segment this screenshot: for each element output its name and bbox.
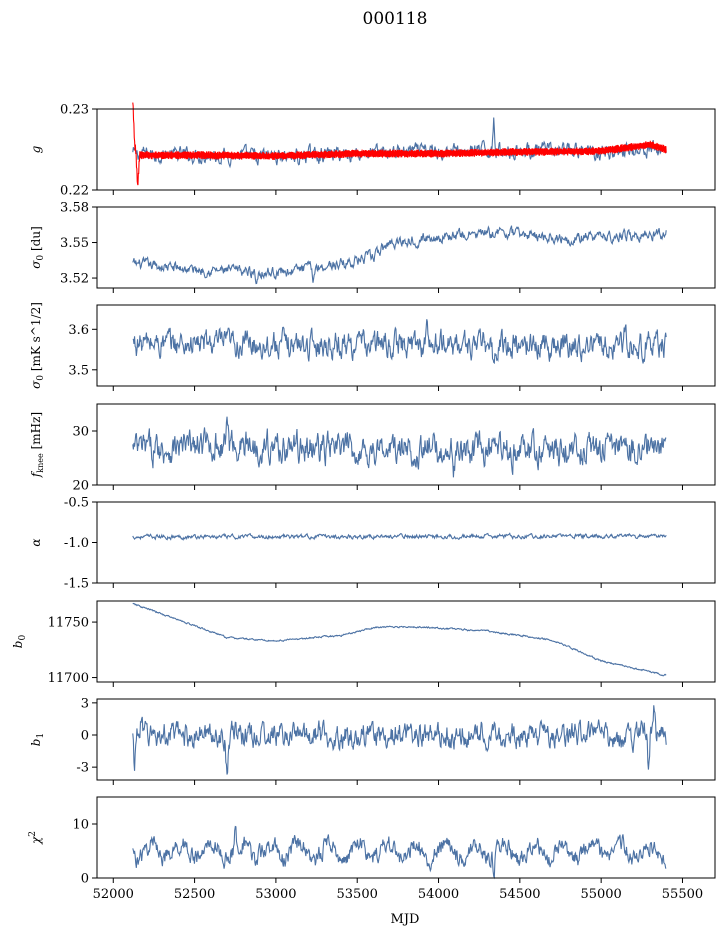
- x-tick-label: 54000: [418, 887, 459, 902]
- x-tick-label: 52500: [174, 887, 215, 902]
- y-tick-label: 11700: [48, 671, 89, 686]
- x-axis-label: MJD: [391, 912, 420, 927]
- chart-panel-8: 0 10 52000 52500 53000 53500 54000 54500 55000 55…: [28, 796, 716, 902]
- x-tick-label: 53000: [255, 887, 296, 902]
- x-tick-label: 55500: [662, 887, 703, 902]
- axes-frame: [96, 108, 716, 191]
- series-line: [132, 319, 667, 365]
- chart-panel-1: 0.22 0.23 g: [29, 102, 716, 199]
- axes-frame: [96, 206, 716, 289]
- y-axis-label: α: [29, 538, 43, 546]
- x-tick-label: 53500: [337, 887, 378, 902]
- y-tick-label: 3.58: [60, 201, 89, 216]
- chart-panel-7: -3 0 3 b1: [29, 696, 716, 785]
- axes-frame: [96, 304, 716, 387]
- y-tick-label: 3.6: [68, 323, 89, 338]
- y-tick-label: 20: [72, 479, 89, 494]
- axes-frame: [96, 600, 716, 683]
- chart-panel-2: 3.52 3.55 3.58 σ0 [du]: [29, 201, 716, 293]
- y-axis-label: g: [29, 145, 43, 153]
- y-tick-label: -3: [76, 761, 89, 776]
- axes-frame: [96, 796, 716, 879]
- axes-frame: [96, 698, 716, 781]
- series-line: [132, 705, 667, 775]
- y-axis-label: σ0 [du]: [29, 226, 46, 269]
- axes-frame: [96, 403, 716, 486]
- x-tick-label: 55000: [580, 887, 621, 902]
- y-tick-label: 0: [81, 872, 89, 887]
- x-tick-label: 52000: [93, 887, 134, 902]
- y-axis-label: σ0 [mK s^1/2]: [29, 302, 46, 389]
- chart-panel-6: 11700 11750 b0: [11, 600, 716, 687]
- y-tick-label: 3.55: [60, 236, 89, 251]
- series-line: [132, 825, 667, 880]
- y-tick-label: 0: [81, 729, 89, 744]
- chart-panel-3: 3.5 3.6 σ0 [mK s^1/2]: [29, 302, 716, 391]
- y-tick-label: -1.0: [64, 536, 89, 551]
- y-tick-label: 0.23: [60, 103, 89, 118]
- axes-frame: [96, 501, 716, 584]
- series-line: [132, 602, 667, 677]
- y-axis-label: fknee [mHz]: [29, 412, 45, 478]
- y-axis-label: b1: [29, 733, 46, 746]
- series-line: [132, 532, 667, 541]
- panels: 0.22 0.23 g 3.52 3.55 3.58 σ0 [du] 3.5 3.6 σ0 [mK…: [11, 102, 716, 902]
- y-tick-label: 30: [72, 425, 89, 440]
- y-tick-label: 10: [72, 818, 89, 833]
- y-tick-label: 11750: [48, 616, 89, 631]
- series-line: [132, 225, 667, 285]
- y-tick-label: 3.5: [68, 363, 89, 378]
- y-tick-label: -0.5: [64, 496, 89, 511]
- y-tick-label: 3.52: [60, 272, 89, 287]
- chart-panel-5: -1.5 -1.0 -0.5 α: [29, 496, 716, 592]
- series-line: [132, 416, 667, 478]
- series-line-model: [132, 102, 667, 186]
- figure-title: 000118: [363, 9, 428, 29]
- x-tick-label: 54500: [499, 887, 540, 902]
- y-tick-label: 3: [81, 696, 89, 711]
- y-tick-label: 0.22: [60, 184, 89, 199]
- y-axis-label: χ2: [28, 831, 43, 845]
- y-tick-label: -1.5: [64, 577, 89, 592]
- y-axis-label: b0: [11, 635, 28, 649]
- chart-panel-4: 20 30 fknee [mHz]: [29, 403, 716, 494]
